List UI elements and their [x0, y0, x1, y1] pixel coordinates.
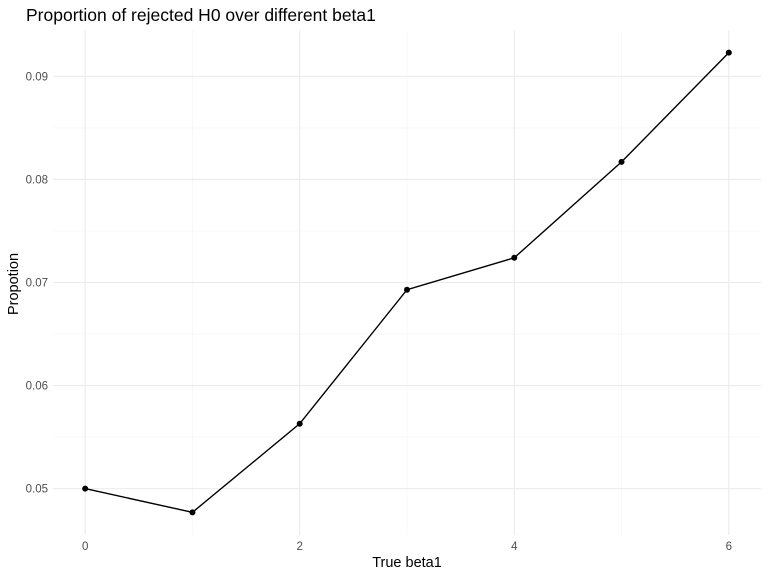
- x-tick-label: 6: [726, 541, 732, 553]
- data-point: [82, 485, 89, 492]
- gridlines: [53, 30, 761, 535]
- y-tick-label: 0.09: [26, 71, 48, 83]
- data-point: [404, 286, 410, 293]
- data-point: [725, 49, 732, 56]
- y-axis-title: Propotion: [6, 253, 22, 315]
- x-tick-label: 2: [297, 541, 303, 553]
- axes: 0.05 0.06 0.07 0.08 0.09 0 2 4 6: [26, 71, 732, 553]
- y-tick-label: 0.08: [26, 174, 48, 186]
- x-tick-label: 0: [82, 541, 88, 553]
- data-point: [511, 254, 518, 261]
- x-tick-label: 4: [511, 541, 518, 553]
- chart-title: Proportion of rejected H0 over different…: [26, 5, 376, 25]
- y-tick-label: 0.07: [26, 278, 48, 290]
- y-tick-label: 0.05: [26, 484, 48, 496]
- data-point: [618, 158, 625, 165]
- y-tick-label: 0.06: [26, 381, 48, 393]
- data-point: [189, 509, 196, 516]
- x-axis-title: True beta1: [372, 555, 442, 571]
- data-series: [82, 49, 732, 516]
- data-point: [296, 420, 303, 427]
